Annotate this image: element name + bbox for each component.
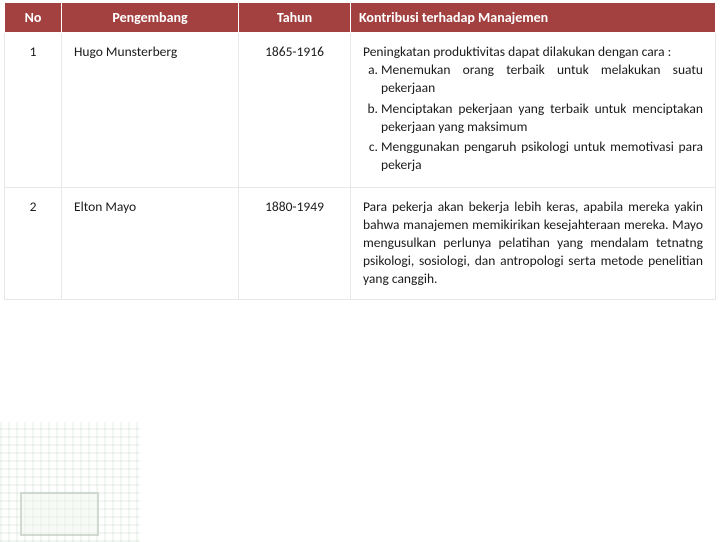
cell-no: 2 [5, 187, 62, 299]
cell-developer: Elton Mayo [62, 187, 239, 299]
contribution-item: Menggunakan pengaruh psikologi untuk mem… [381, 138, 703, 174]
cell-year: 1880-1949 [239, 187, 351, 299]
cell-year: 1865-1916 [239, 33, 351, 188]
table-row: 2 Elton Mayo 1880-1949 Para pekerja akan… [5, 187, 716, 299]
background-rect-shape [20, 492, 99, 536]
header-contribution: Kontribusi terhadap Manajemen [351, 3, 716, 33]
cell-contribution: Peningkatan produktivitas dapat dilakuka… [351, 33, 716, 188]
contribution-text: Para pekerja akan bekerja lebih keras, a… [363, 198, 703, 289]
cell-contribution: Para pekerja akan bekerja lebih keras, a… [351, 187, 716, 299]
contribution-list: Menemukan orang terbaik untuk melakukan … [363, 61, 703, 174]
table-header-row: No Pengembang Tahun Kontribusi terhadap … [5, 3, 716, 33]
contributors-table: No Pengembang Tahun Kontribusi terhadap … [4, 2, 716, 300]
contribution-item: Menemukan orang terbaik untuk melakukan … [381, 61, 703, 97]
cell-no: 1 [5, 33, 62, 188]
contribution-item: Menciptakan pekerjaan yang terbaik untuk… [381, 100, 703, 136]
header-developer: Pengembang [62, 3, 239, 33]
header-no: No [5, 3, 62, 33]
cell-developer: Hugo Munsterberg [62, 33, 239, 188]
header-year: Tahun [239, 3, 351, 33]
contribution-intro: Peningkatan produktivitas dapat dilakuka… [363, 43, 703, 61]
table-row: 1 Hugo Munsterberg 1865-1916 Peningkatan… [5, 33, 716, 188]
